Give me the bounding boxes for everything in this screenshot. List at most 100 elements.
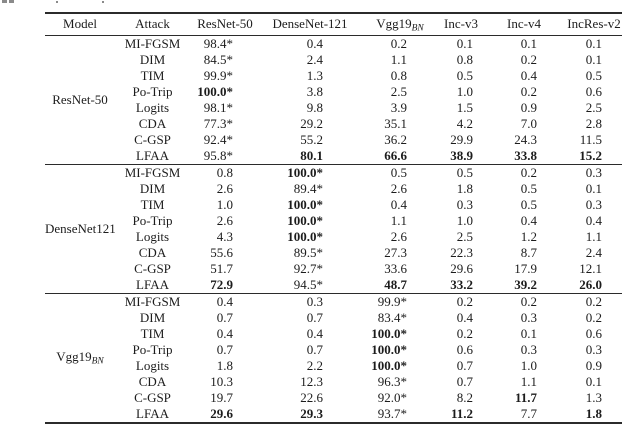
table-row: DIM 84.5* 2.4 1.1 0.8 0.2 0.1: [45, 52, 622, 68]
attack-cell: TIM: [140, 325, 165, 341]
value-cell: 1.1: [520, 373, 537, 389]
model-cell: ResNet-50: [45, 35, 115, 164]
value-cell: 22.6: [300, 389, 323, 405]
header-incv3: Inc-v3: [444, 16, 478, 32]
value-cell: 0.6: [585, 325, 602, 341]
attack-cell: C-GSP: [134, 260, 171, 276]
table-row: C-GSP 92.4* 55.2 36.2 29.9 24.3 11.5: [45, 132, 622, 148]
table-row: C-GSP 51.7 92.7* 33.6 29.6 17.9 12.1: [45, 261, 622, 277]
value-cell: 0.2: [585, 293, 602, 309]
value-cell: 2.6: [390, 180, 407, 196]
table-row: CDA 77.3* 29.2 35.1 4.2 7.0 2.8: [45, 116, 622, 132]
value-cell: 0.8: [216, 164, 233, 180]
value-cell: 0.3: [456, 196, 473, 212]
value-cell: 55.2: [300, 131, 323, 147]
value-cell: 89.4*: [293, 180, 323, 196]
value-cell: 93.7*: [377, 405, 407, 421]
value-cell: 0.2: [390, 35, 407, 51]
value-cell: 3.9: [390, 99, 407, 115]
group-vgg19bn: Vgg19BN MI-FGSM 0.4 0.3 99.9* 0.2 0.2 0.2 DIM 0.7…: [45, 293, 622, 423]
value-cell: 0.6: [585, 83, 602, 99]
model-label-subscript: BN: [91, 356, 104, 367]
table-row: ResNet-50 MI-FGSM 98.4* 0.4 0.2 0.1 0.1 0.1: [45, 35, 622, 107]
value-cell: 0.4: [520, 67, 537, 83]
value-cell: 1.8: [216, 357, 233, 373]
table-row: CDA 55.6 89.5* 27.3 22.3 8.7 2.4: [45, 245, 622, 261]
value-cell: 29.2: [300, 115, 323, 131]
value-cell: 35.1: [384, 115, 407, 131]
value-cell: 92.7*: [293, 260, 323, 276]
header-vgg19bn-text: Vgg19: [376, 15, 412, 31]
value-cell: 100.0*: [371, 357, 407, 373]
value-cell: 29.3: [300, 405, 323, 421]
attack-cell: TIM: [140, 196, 165, 212]
value-cell: 0.3: [520, 341, 537, 357]
value-cell: 1.0: [520, 357, 537, 373]
value-cell: 0.3: [585, 164, 602, 180]
table-row: TIM 99.9* 1.3 0.8 0.5 0.4 0.5: [45, 68, 622, 84]
value-cell: 99.9*: [203, 67, 233, 83]
value-cell: 100.0*: [197, 83, 233, 99]
value-cell: 48.7: [384, 276, 407, 292]
value-cell: 2.6: [216, 180, 233, 196]
value-cell: 7.0: [520, 115, 537, 131]
value-cell: 4.3: [216, 228, 233, 244]
model-label: Vgg19: [56, 348, 92, 364]
value-cell: 0.1: [520, 325, 537, 341]
value-cell: 0.4: [306, 35, 323, 51]
attack-cell: Logits: [135, 357, 170, 373]
value-cell: 100.0*: [287, 164, 323, 180]
value-cell: 0.5: [390, 164, 407, 180]
table-row: Logits 98.1* 9.8 3.9 1.5 0.9 2.5: [45, 100, 622, 116]
table-row: Po-Trip 100.0* 3.8 2.5 1.0 0.2 0.6: [45, 84, 622, 100]
table-row: TIM 1.0 100.0* 0.4 0.3 0.5 0.3: [45, 197, 622, 213]
value-cell: 2.4: [585, 244, 602, 260]
value-cell: 11.7: [514, 389, 537, 405]
value-cell: 27.3: [384, 244, 407, 260]
value-cell: 0.1: [585, 373, 602, 389]
value-cell: 2.6: [390, 228, 407, 244]
header-incv4: Inc-v4: [507, 16, 541, 32]
header-attack: Attack: [135, 16, 170, 32]
value-cell: 3.8: [306, 83, 323, 99]
value-cell: 11.2: [450, 405, 473, 421]
value-cell: 38.9: [450, 147, 473, 163]
value-cell: 0.5: [456, 67, 473, 83]
value-cell: 1.3: [306, 67, 323, 83]
value-cell: 2.4: [306, 51, 323, 67]
value-cell: 8.7: [520, 244, 537, 260]
value-cell: 1.1: [585, 228, 602, 244]
table-row: TIM 0.4 0.4 100.0* 0.2 0.1 0.6: [45, 326, 622, 342]
attack-cell: Po-Trip: [132, 212, 173, 228]
value-cell: 0.4: [456, 309, 473, 325]
value-cell: 0.7: [456, 357, 473, 373]
value-cell: 0.1: [585, 35, 602, 51]
value-cell: 1.1: [390, 212, 407, 228]
attack-cell: DIM: [139, 180, 166, 196]
value-cell: 0.2: [585, 309, 602, 325]
value-cell: 0.7: [456, 373, 473, 389]
attack-cell: CDA: [138, 373, 167, 389]
value-cell: 2.5: [456, 228, 473, 244]
attack-cell: LFAA: [136, 276, 169, 292]
value-cell: 2.2: [306, 357, 323, 373]
value-cell: 0.3: [306, 293, 323, 309]
value-cell: 29.6: [210, 405, 233, 421]
value-cell: 39.2: [514, 276, 537, 292]
group-resnet50: ResNet-50 MI-FGSM 98.4* 0.4 0.2 0.1 0.1 0.1 DIM 8…: [45, 35, 622, 164]
value-cell: 66.6: [384, 147, 407, 163]
value-cell: 99.9*: [377, 293, 407, 309]
value-cell: 100.0*: [287, 228, 323, 244]
header-densenet121: DenseNet-121: [272, 16, 348, 32]
value-cell: 100.0*: [287, 196, 323, 212]
value-cell: 0.3: [520, 309, 537, 325]
attack-cell: MI-FGSM: [124, 164, 181, 180]
value-cell: 0.4: [216, 325, 233, 341]
table-row: Vgg19BN MI-FGSM 0.4 0.3 99.9* 0.2 0.2 0.2: [45, 293, 622, 367]
value-cell: 2.5: [390, 83, 407, 99]
table-row: Logits 4.3 100.0* 2.6 2.5 1.2 1.1: [45, 229, 622, 245]
value-cell: 98.1*: [203, 99, 233, 115]
value-cell: 0.3: [585, 196, 602, 212]
attack-cell: TIM: [140, 67, 165, 83]
value-cell: 1.2: [520, 228, 537, 244]
